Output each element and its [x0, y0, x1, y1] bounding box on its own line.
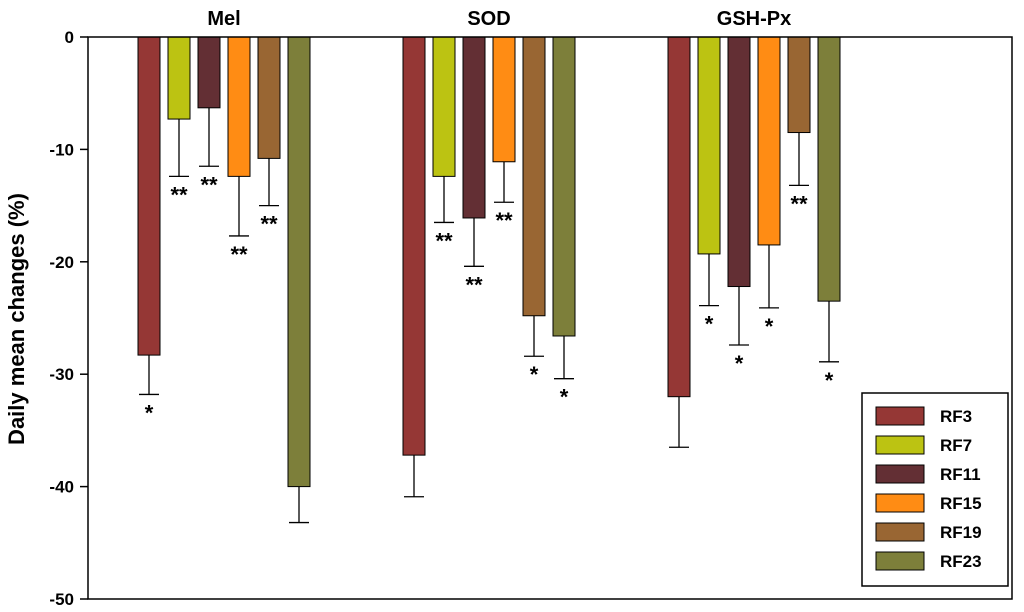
- bar-rf15-sod: [492, 36, 516, 163]
- significance-marker: **: [230, 242, 248, 267]
- group-label-mel: Mel: [207, 8, 240, 30]
- legend-swatch-rf7: [875, 435, 925, 455]
- bar-rf19-gsh-px: [787, 36, 811, 134]
- bar-rf23-sod: [552, 36, 576, 337]
- significance-marker: **: [790, 191, 808, 216]
- bar-rf11-mel: [197, 36, 221, 109]
- y-tick-label: -40: [49, 478, 74, 497]
- significance-marker: **: [495, 208, 513, 233]
- significance-marker: **: [465, 272, 483, 297]
- y-tick-label: -10: [49, 140, 74, 159]
- group-label-sod: SOD: [467, 8, 510, 30]
- significance-marker: **: [170, 182, 188, 207]
- bar-rf15-mel: [227, 36, 251, 177]
- bar-rf3-sod: [402, 36, 426, 456]
- legend-swatch-rf11: [875, 464, 925, 484]
- bar-rf15-gsh-px: [757, 36, 781, 246]
- plot-frame: [87, 36, 1013, 600]
- y-tick-label: -30: [49, 365, 74, 384]
- bar-rf7-mel: [167, 36, 191, 120]
- legend-label-rf23: RF23: [940, 552, 982, 571]
- bar-rf7-sod: [432, 36, 456, 177]
- significance-marker: *: [825, 368, 834, 393]
- significance-marker: **: [260, 212, 278, 237]
- bar-rf19-mel: [257, 36, 281, 159]
- significance-marker: *: [735, 351, 744, 376]
- legend-label-rf7: RF7: [940, 436, 972, 455]
- bar-rf19-sod: [522, 36, 546, 317]
- group-label-gsh-px: GSH-Px: [717, 8, 791, 30]
- significance-marker: *: [560, 385, 569, 410]
- bar-rf23-mel: [287, 36, 311, 488]
- legend-swatch-rf15: [875, 493, 925, 513]
- legend-swatch-rf3: [875, 406, 925, 426]
- significance-marker: *: [530, 362, 539, 387]
- y-tick-label: 0: [65, 28, 74, 47]
- bar-rf11-sod: [462, 36, 486, 219]
- y-axis-title: Daily mean changes (%): [4, 193, 29, 445]
- legend: RF3 RF7 RF11 RF15 RF19 RF23: [861, 392, 1009, 587]
- legend-label-rf3: RF3: [940, 407, 972, 426]
- significance-marker: *: [145, 400, 154, 425]
- significance-marker: **: [435, 228, 453, 253]
- bars: [137, 36, 841, 488]
- legend-label-rf19: RF19: [940, 523, 982, 542]
- significance-marker: **: [200, 172, 218, 197]
- error-bars: [139, 107, 839, 524]
- legend-label-rf11: RF11: [940, 465, 981, 484]
- significance-marker: *: [765, 314, 774, 339]
- y-tick-label: -20: [49, 253, 74, 272]
- y-axis: 0 -10 -20 -30 -40 -50: [49, 28, 88, 609]
- legend-swatch-rf19: [875, 522, 925, 542]
- significance-marker: *: [705, 312, 714, 337]
- bar-rf3-mel: [137, 36, 161, 356]
- group-labels: Mel SOD GSH-Px: [207, 8, 791, 30]
- y-tick-label: -50: [49, 590, 74, 609]
- legend-label-rf15: RF15: [940, 494, 982, 513]
- legend-swatch-rf23: [875, 551, 925, 571]
- bar-rf11-gsh-px: [727, 36, 751, 288]
- bar-rf3-gsh-px: [667, 36, 691, 398]
- significance-labels: *** ********************: [145, 172, 834, 425]
- bar-rf23-gsh-px: [817, 36, 841, 302]
- bar-rf7-gsh-px: [697, 36, 721, 255]
